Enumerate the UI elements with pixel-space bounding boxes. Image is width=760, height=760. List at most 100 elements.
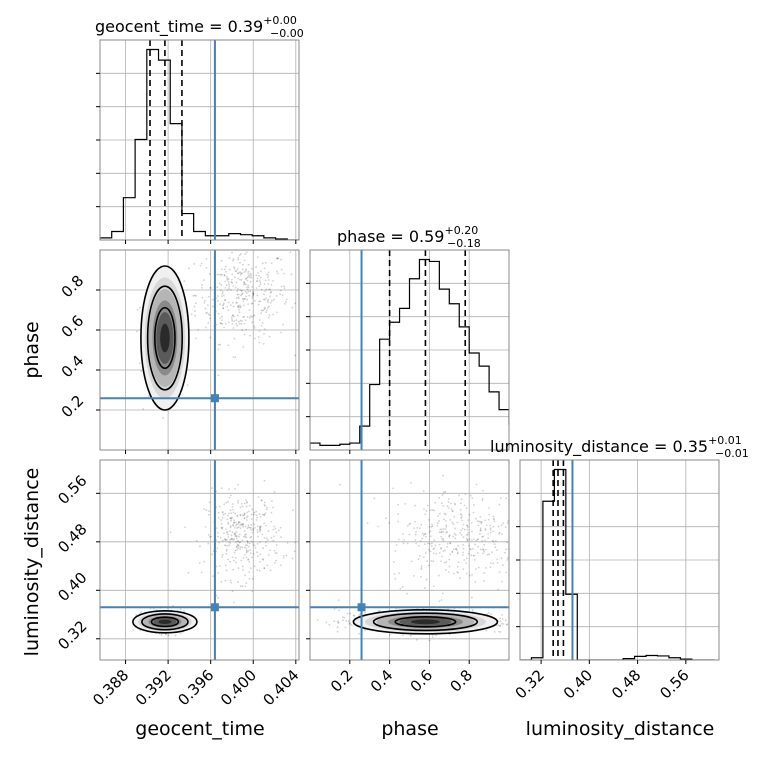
sample-point [208,314,211,317]
sample-point [465,562,467,564]
sample-point [484,529,487,531]
sample-point [377,610,380,613]
sample-point [243,282,246,285]
sample-point [221,315,223,318]
grid-luminosity-distance-luminosity-distance [520,460,719,660]
sample-point [263,567,266,569]
sample-point [495,624,498,627]
sample-point [165,633,168,636]
sample-point [224,579,227,582]
sample-point [216,531,219,534]
sample-point [442,539,445,542]
sample-point [429,535,432,538]
sample-point [252,544,255,546]
sample-point [505,497,508,500]
sample-point [546,510,548,512]
sample-point [251,321,254,324]
sample-point [409,522,412,525]
sample-point [494,546,497,548]
sample-point [241,289,243,292]
sample-point [440,531,443,534]
sample-point [233,533,236,535]
sample-point [465,572,468,575]
sample-point [246,288,249,291]
sample-point [219,322,222,325]
sample-point [241,523,243,526]
sample-point [248,246,250,248]
sample-point [229,538,232,541]
sample-point [501,533,504,536]
sample-point [227,512,230,515]
tick-label-y-phase: 0.8 [58,272,88,302]
sample-point [259,525,261,528]
sample-point [183,280,186,283]
sample-point [394,577,397,580]
sample-point [217,348,220,351]
sample-point [236,324,239,327]
sample-point [232,538,235,541]
sample-point [238,254,241,257]
sample-point [224,298,226,301]
sample-point [228,541,231,544]
sample-point [136,308,139,311]
sample-point [233,519,236,522]
sample-point [207,533,210,536]
sample-point [140,370,143,373]
contour-line [154,306,176,370]
sample-point [218,273,221,276]
sample-point [499,624,502,627]
sample-point [231,503,234,505]
sample-point [419,540,422,542]
sample-point [224,299,226,302]
sample-point [480,522,483,525]
sample-point [424,533,427,536]
sample-point [270,299,273,302]
sample-point [426,504,429,507]
sample-point [256,277,259,280]
sample-point [475,483,478,486]
sample-point [250,535,253,538]
sample-point [492,540,495,543]
sample-point [223,326,225,329]
sample-point [475,568,477,570]
sample-point [415,531,417,533]
sample-point [448,565,451,568]
sample-point [256,246,258,248]
sample-point [427,564,430,567]
sample-point [233,266,235,268]
sample-point [358,614,360,617]
sample-point [506,541,508,544]
sample-point [239,524,241,527]
sample-point [231,282,234,284]
sample-point [223,274,226,276]
sample-point [244,525,247,528]
sample-point [290,273,293,276]
density-level [160,323,170,353]
sample-point [232,523,235,526]
sample-point [230,581,233,584]
sample-point [460,516,463,519]
sample-point [190,313,193,316]
sample-point [257,303,260,306]
sample-point [431,542,433,545]
histogram-step-phase [310,258,509,450]
sample-point [483,550,485,553]
sample-point [251,316,253,318]
sample-point [251,531,254,534]
sample-point [510,577,512,579]
sample-point [262,558,265,561]
sample-point [402,634,404,637]
sample-point [487,612,490,614]
sample-point [511,523,513,525]
sample-point [241,585,244,588]
sample-point [483,572,486,574]
sample-point [267,316,270,319]
sample-point [263,514,266,516]
sample-point [224,512,227,515]
sample-point [432,560,435,563]
sample-point [208,272,211,275]
density-layer [132,246,548,642]
sample-point [221,527,223,530]
tick-label-x-luminosity-distance: 0.48 [608,666,644,702]
sample-point [217,572,220,574]
